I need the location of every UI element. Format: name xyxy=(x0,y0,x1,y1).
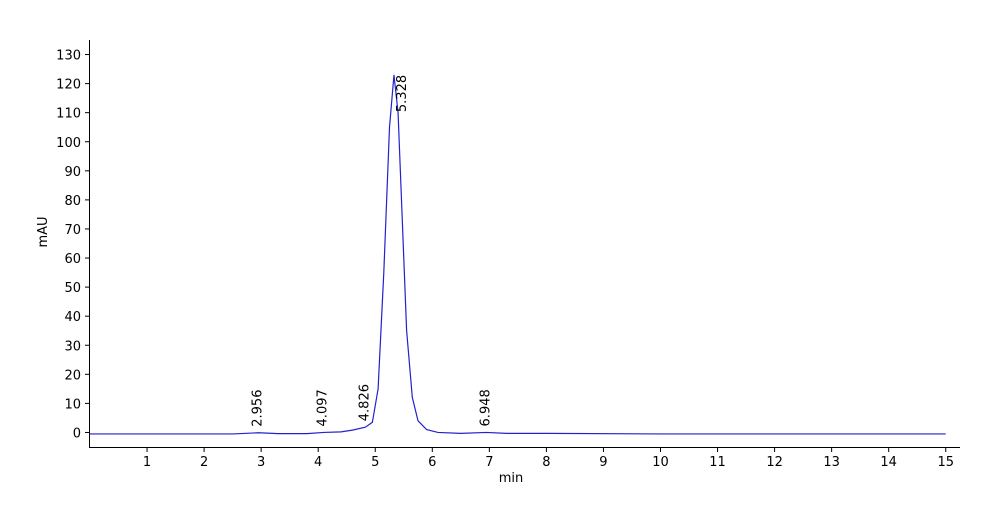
y-tick-label: 80 xyxy=(64,194,81,209)
y-tick-label: 20 xyxy=(64,368,81,383)
x-tick-label: 13 xyxy=(823,455,840,470)
y-tick-label: 0 xyxy=(73,426,81,441)
peak-label: 4.826 xyxy=(357,384,372,421)
y-tick-label: 90 xyxy=(64,165,81,180)
peak-label: 6.948 xyxy=(478,389,493,426)
x-tick-label: 11 xyxy=(709,455,726,470)
x-tick-label: 1 xyxy=(143,455,151,470)
y-tick-label: 100 xyxy=(56,136,81,151)
x-tick-label: 5 xyxy=(371,455,379,470)
y-tick-label: 30 xyxy=(64,339,81,354)
y-tick-label: 50 xyxy=(64,281,81,296)
y-tick-label: 40 xyxy=(64,310,81,325)
x-tick-label: 10 xyxy=(652,455,669,470)
y-tick-label: 10 xyxy=(64,397,81,412)
x-tick-label: 6 xyxy=(428,455,436,470)
x-tick-label: 12 xyxy=(766,455,783,470)
x-axis-label: min xyxy=(499,471,524,486)
peak-label: 2.956 xyxy=(251,390,266,427)
x-tick-label: 9 xyxy=(599,455,607,470)
y-tick-label: 130 xyxy=(56,49,81,64)
y-tick-label: 110 xyxy=(56,107,81,122)
peak-label: 4.097 xyxy=(316,389,331,426)
x-tick-label: 3 xyxy=(257,455,265,470)
peak-label: 5.328 xyxy=(395,75,410,112)
x-tick-label: 8 xyxy=(542,455,550,470)
x-tick-label: 2 xyxy=(200,455,208,470)
x-tick-label: 15 xyxy=(937,455,954,470)
x-tick-label: 14 xyxy=(880,455,897,470)
y-tick-label: 60 xyxy=(64,252,81,267)
y-axis-label: mAU xyxy=(36,216,51,247)
x-tick-label: 7 xyxy=(485,455,493,470)
x-tick-label: 4 xyxy=(314,455,322,470)
y-tick-label: 120 xyxy=(56,78,81,93)
chromatogram-line xyxy=(90,74,946,435)
y-tick-label: 70 xyxy=(64,223,81,238)
